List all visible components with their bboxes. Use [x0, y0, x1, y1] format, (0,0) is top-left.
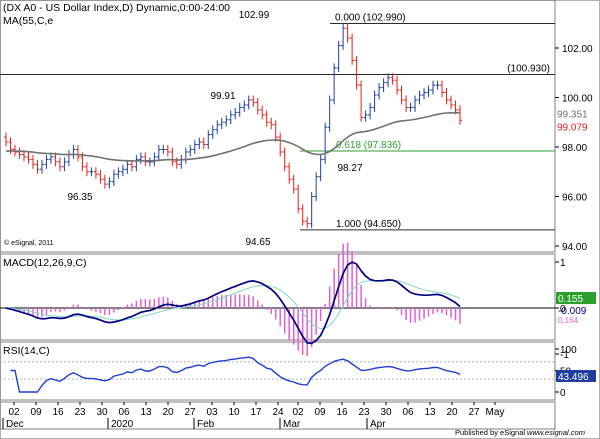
time-tick-label: 23 [358, 407, 370, 418]
rsi-tick-label: 0 [560, 388, 566, 399]
macd-tick-label: 0 [560, 304, 566, 315]
last-price-box [556, 119, 598, 133]
rsi-panel-title: RSI(14,C) [3, 345, 50, 357]
copyright-text: © eSignal, 2011 [4, 239, 54, 247]
month-label: 2020 [111, 419, 134, 430]
rsi-panel: 05010043.496 [0, 345, 596, 399]
time-tick-label: 06 [402, 407, 414, 418]
published-text: Published by eSignal [455, 428, 525, 437]
price-annotation: 96.35 [67, 192, 92, 203]
macd-panel-title: MACD(12,26,9,C) [3, 257, 86, 269]
last-price-label: 99.079 [557, 122, 588, 133]
price-annotation: 99.91 [210, 91, 235, 102]
fibonacci-levels: 0.000 (102.990) (100.930) 0.618 (97.836) 1.… [0, 12, 555, 231]
ma-label: MA(55,C,e [3, 15, 53, 27]
candles [4, 23, 462, 229]
time-tick-label: 27 [184, 407, 196, 418]
month-label: Mar [283, 419, 301, 430]
macd-panel-frame [0, 253, 556, 341]
rsi-line [10, 356, 461, 393]
price-axis: 94.00 96.00 98.00 100.00 102.00 [555, 44, 593, 253]
macd-value-box [556, 292, 596, 304]
month-label: Apr [370, 419, 386, 430]
macd-tick-label: 1 [560, 258, 566, 269]
fib-label: 0.000 (102.990) [335, 12, 406, 23]
time-tick-label: 16 [336, 407, 348, 418]
macd-hist-value: 0.164 [558, 316, 579, 325]
fib-label: (100.930) [507, 63, 550, 74]
price-annotation: 98.27 [337, 163, 362, 174]
time-tick-label: 06 [118, 407, 130, 418]
time-tick-label: 13 [424, 407, 436, 418]
time-tick-label: 20 [162, 407, 174, 418]
rsi-value-box [556, 370, 596, 382]
macd-signal-value: -0.009 [558, 306, 587, 317]
time-tick-label: 17 [250, 407, 262, 418]
time-tick-label: 20 [446, 407, 458, 418]
moving-average [6, 111, 461, 162]
price-tick-label: 98.00 [562, 143, 587, 154]
macd-tick-label: -1 [560, 350, 569, 361]
rsi-tick-label: 100 [560, 345, 577, 356]
price-annotation: 102.99 [239, 10, 270, 21]
macd-line [5, 261, 461, 345]
ma-line [6, 111, 461, 162]
fib-label: 0.618 (97.836) [336, 140, 401, 151]
time-tick-label: 02 [8, 407, 20, 418]
time-tick-label: 10 [228, 407, 240, 418]
time-axis: 02 09 16 23 30 06 13 20 27 03 10 17 24 02 09 16 23 30 06 13… [2, 402, 505, 430]
time-tick-label: 27 [468, 407, 480, 418]
time-tick-label: 16 [52, 407, 64, 418]
time-tick-label: 30 [96, 407, 108, 418]
time-tick-label: May [486, 407, 505, 418]
time-tick-label: 24 [272, 407, 284, 418]
macd-value-label: 0.155 [558, 294, 583, 305]
rsi-value-label: 43.496 [558, 372, 589, 383]
month-label: Feb [197, 419, 215, 430]
price-panel-frame [0, 0, 556, 253]
ma-value-label: 99.351 [557, 110, 588, 121]
time-tick-label: 02 [292, 407, 304, 418]
fib-label: 1.000 (94.650) [336, 219, 401, 230]
price-tick-label: 94.00 [562, 242, 587, 253]
ma-value-box [556, 106, 598, 120]
price-annotation: 94.65 [245, 237, 270, 248]
month-label: Dec [6, 419, 24, 430]
time-tick-label: 03 [206, 407, 218, 418]
time-tick-label: 13 [140, 407, 152, 418]
price-tick-label: 102.00 [562, 44, 593, 55]
price-tick-label: 96.00 [562, 193, 587, 204]
time-tick-label: 30 [380, 407, 392, 418]
esignal-logo: www.esignal.com [527, 428, 585, 437]
price-tick-label: 100.00 [562, 94, 593, 105]
time-tick-label: 23 [74, 407, 86, 418]
time-tick-label: 09 [314, 407, 326, 418]
time-tick-label: 09 [30, 407, 42, 418]
price-panel-title: (DX A0 - US Dollar Index,D) Dynamic,0:00… [3, 2, 230, 14]
